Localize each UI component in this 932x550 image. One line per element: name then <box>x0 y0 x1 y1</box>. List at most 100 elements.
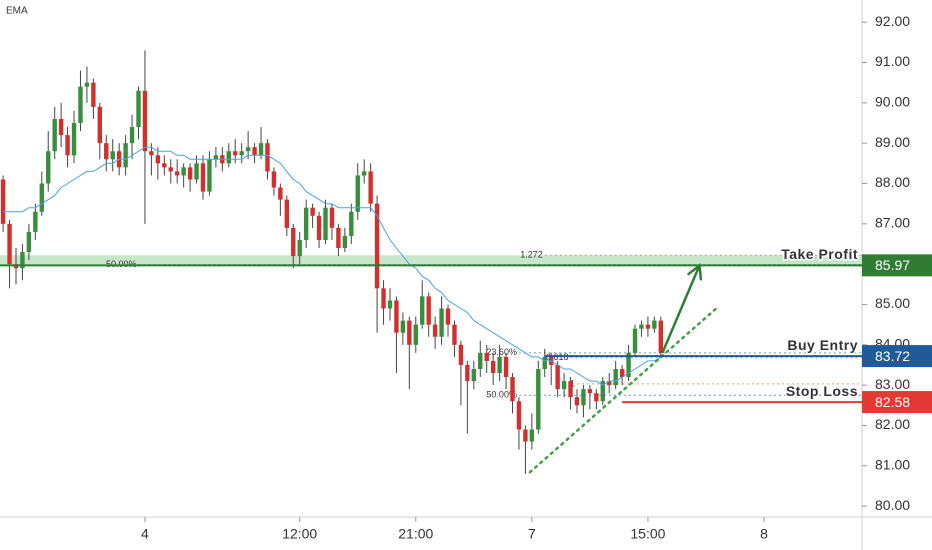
candle-body <box>452 324 457 345</box>
candle-body <box>555 364 560 390</box>
candle-body <box>207 159 212 192</box>
candle-body <box>323 207 328 240</box>
candle-body <box>110 151 115 160</box>
candle-body <box>445 308 451 325</box>
candle-body <box>342 235 348 249</box>
candle-body <box>187 167 193 180</box>
fib-label: 50.00% <box>106 259 137 269</box>
candle-body <box>297 239 302 257</box>
level-price: 82.58 <box>875 394 910 410</box>
candle-body <box>613 368 618 386</box>
candle-body <box>104 143 109 160</box>
candle-body <box>26 231 32 253</box>
candle-body <box>536 368 541 430</box>
candle-body <box>142 90 148 152</box>
level-name: Buy Entry <box>787 337 858 353</box>
candle-body <box>478 352 483 369</box>
candle-body <box>200 163 206 192</box>
candle-body <box>162 163 167 168</box>
candle-body <box>123 143 128 168</box>
level-price-box <box>862 345 932 368</box>
y-tick-label: 91.00 <box>875 53 910 69</box>
level-price-box <box>862 391 932 414</box>
candle-body <box>91 82 96 107</box>
x-tick-label: 21:00 <box>398 526 433 542</box>
y-tick-label: 83.00 <box>875 376 910 392</box>
candle-body <box>400 320 406 333</box>
candle-body <box>639 324 644 329</box>
candle-body <box>97 106 103 144</box>
candle-body <box>374 203 380 289</box>
fib-label: 23.60% <box>486 347 517 357</box>
candle-body <box>574 397 580 406</box>
candle-body <box>542 356 547 369</box>
candle-body <box>174 171 180 176</box>
candle-body <box>645 324 651 329</box>
candle-body <box>46 151 51 184</box>
candle-body <box>497 356 502 374</box>
y-tick-label: 81.00 <box>875 456 910 472</box>
candle-body <box>394 300 399 333</box>
level-price: 83.72 <box>875 348 910 364</box>
candle-body <box>471 368 477 382</box>
level-price: 85.97 <box>875 257 910 273</box>
x-tick-label: 8 <box>760 526 768 542</box>
fib-label: 50.00% <box>486 390 517 400</box>
candle-body <box>336 227 341 249</box>
y-tick-label: 90.00 <box>875 94 910 110</box>
candle-body <box>432 324 438 337</box>
candle-body <box>600 381 605 402</box>
candle-body <box>278 187 283 200</box>
candle-body <box>632 328 638 353</box>
candle-body <box>181 167 186 176</box>
x-tick-label: 12:00 <box>282 526 317 542</box>
candle-body <box>65 135 70 156</box>
candle-body <box>420 296 425 325</box>
ema-line <box>3 146 662 386</box>
candle-body <box>652 320 657 329</box>
candle-body <box>20 252 25 269</box>
candle-body <box>619 368 625 378</box>
candle-body <box>71 122 77 156</box>
candle-body <box>387 300 393 309</box>
level-price-box <box>862 254 932 277</box>
candle-body <box>368 171 373 204</box>
candle-body <box>361 171 367 176</box>
fib-label: 1.272 <box>520 250 543 260</box>
candle-body <box>316 215 322 240</box>
candle-body <box>168 167 173 172</box>
candle-body <box>129 127 135 144</box>
x-tick-label: 7 <box>528 526 536 542</box>
candle-body <box>568 381 573 398</box>
candle-body <box>149 151 154 156</box>
level-name: Take Profit <box>781 246 858 262</box>
y-tick-label: 88.00 <box>875 174 910 190</box>
candle-body <box>194 163 199 180</box>
candle-body <box>607 381 612 386</box>
candle-body <box>310 207 315 216</box>
candle-body <box>265 143 270 172</box>
candle-body <box>303 207 309 240</box>
candle-body <box>233 151 238 156</box>
candle-body <box>58 118 64 136</box>
indicator-label: EMA <box>6 6 28 17</box>
candle-body <box>291 227 296 257</box>
candle-body <box>381 288 386 309</box>
candle-body <box>226 151 231 164</box>
candle-body <box>523 429 528 442</box>
candle-body <box>155 155 161 164</box>
candle-body <box>245 147 251 152</box>
candle-body <box>271 171 277 188</box>
candle-body <box>252 147 257 156</box>
candle-body <box>284 199 290 228</box>
candle-body <box>7 223 12 265</box>
candle-body <box>626 352 631 378</box>
candle-body <box>658 320 664 353</box>
candle-body <box>84 82 90 87</box>
candle-body <box>413 324 418 345</box>
x-tick-label: 4 <box>141 526 149 542</box>
candle-body <box>581 389 586 406</box>
candle-body <box>0 179 6 224</box>
take-profit-zone <box>0 255 862 266</box>
candle-body <box>239 151 244 156</box>
